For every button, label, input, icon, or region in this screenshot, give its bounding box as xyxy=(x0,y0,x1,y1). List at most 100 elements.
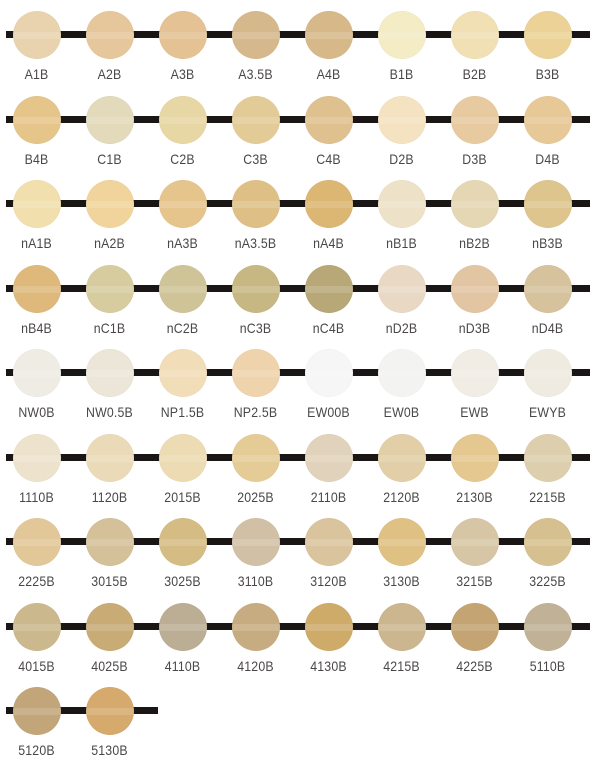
shade-circle xyxy=(159,180,207,228)
shade-label: C2B xyxy=(170,150,195,167)
shade-circle xyxy=(86,264,134,313)
shade-label: D2B xyxy=(389,150,414,167)
shade-circle xyxy=(305,11,353,59)
shade-swatch: 3110B xyxy=(219,507,292,591)
shade-label: NW0.5B xyxy=(86,404,133,420)
shade-swatch: nA3.5B xyxy=(219,169,292,253)
shade-label: NP1.5B xyxy=(160,404,205,420)
shade-circle xyxy=(13,687,61,735)
shade-swatch: 4025B xyxy=(73,592,146,676)
shade-label: C1B xyxy=(97,150,122,167)
shade-label: nC3B xyxy=(239,319,272,336)
shade-label: 2225B xyxy=(18,573,55,589)
shade-label: 4130B xyxy=(310,657,347,674)
shade-circle xyxy=(524,264,572,313)
shade-circle xyxy=(159,518,207,566)
shade-label: nA1B xyxy=(21,235,52,251)
shade-swatch: C4B xyxy=(292,85,365,169)
shade-label: 4215B xyxy=(383,657,420,674)
shade-swatch: nA1B xyxy=(0,169,73,253)
shade-swatch: EW00B xyxy=(292,338,365,422)
shade-label: EW0B xyxy=(383,404,420,420)
shade-swatch: 4110B xyxy=(146,592,219,676)
shade-circle xyxy=(86,602,134,651)
shade-swatch: nC3B xyxy=(219,254,292,338)
shade-swatch: B3B xyxy=(511,0,584,84)
shade-label: nA3B xyxy=(167,235,198,251)
shade-label: 3215B xyxy=(456,573,493,589)
shade-label: 3015B xyxy=(91,573,128,589)
shade-swatch: A4B xyxy=(292,0,365,84)
shade-circle xyxy=(305,264,353,313)
shade-label: 3120B xyxy=(310,573,347,589)
shade-circle xyxy=(378,11,426,59)
shade-swatch: C3B xyxy=(219,85,292,169)
shade-swatch: nB1B xyxy=(365,169,438,253)
shade-circle xyxy=(378,433,426,482)
shade-swatch: nB2B xyxy=(438,169,511,253)
shade-swatch: nC1B xyxy=(73,254,146,338)
shade-label: nD4B xyxy=(531,319,564,336)
shade-circle xyxy=(13,602,61,651)
shade-swatch: 1110B xyxy=(0,423,73,507)
row-bar xyxy=(6,31,590,38)
shade-label: C4B xyxy=(316,150,341,167)
shade-swatch: nB3B xyxy=(511,169,584,253)
shade-label: nC2B xyxy=(166,319,199,336)
shade-label: D3B xyxy=(462,150,487,167)
shade-label: nC4B xyxy=(312,319,345,336)
shade-swatch: A3.5B xyxy=(219,0,292,84)
shade-swatch: 2130B xyxy=(438,423,511,507)
shade-swatch: 2025B xyxy=(219,423,292,507)
shade-swatch: 2225B xyxy=(0,507,73,591)
shade-circle xyxy=(451,11,499,59)
shade-swatch: nA3B xyxy=(146,169,219,253)
shade-label: NP2.5B xyxy=(233,404,278,420)
shade-label: nD3B xyxy=(458,319,491,336)
shade-circle xyxy=(159,11,207,59)
shade-circle xyxy=(451,180,499,228)
shade-label: 3225B xyxy=(529,573,566,589)
shade-swatch: 1120B xyxy=(73,423,146,507)
shade-circle xyxy=(86,518,134,566)
shade-circle xyxy=(13,180,61,228)
shade-circle xyxy=(159,349,207,397)
shade-swatch: nA2B xyxy=(73,169,146,253)
shade-circle xyxy=(159,95,207,144)
shade-label: 4225B xyxy=(456,657,493,674)
shade-row: nB4B nC1B nC2B nC3B nC4B nD2B nD3B nD4B xyxy=(0,254,596,338)
shade-circle xyxy=(232,433,280,482)
shade-circle xyxy=(232,518,280,566)
shade-label: 2110B xyxy=(310,488,347,505)
shade-circle xyxy=(159,264,207,313)
shade-row: NW0B NW0.5B NP1.5B NP2.5B EW00B EW0B EWB EWYB xyxy=(0,338,596,422)
shade-circle xyxy=(524,602,572,651)
shade-circle xyxy=(378,264,426,313)
shade-label: B4B xyxy=(24,150,49,167)
shade-circle xyxy=(451,602,499,651)
shade-swatch: 5110B xyxy=(511,592,584,676)
shade-label: 5120B xyxy=(18,742,55,758)
shade-swatch: 4120B xyxy=(219,592,292,676)
shade-swatch: 3025B xyxy=(146,507,219,591)
shade-label: C3B xyxy=(243,150,268,167)
shade-swatch: 2215B xyxy=(511,423,584,507)
shade-circle xyxy=(305,602,353,651)
shade-circle xyxy=(524,349,572,397)
shade-label: 3130B xyxy=(383,573,420,589)
shade-swatch: 3120B xyxy=(292,507,365,591)
shade-label: 4025B xyxy=(91,657,128,674)
shade-swatch: 4215B xyxy=(365,592,438,676)
shade-label: 2025B xyxy=(237,488,274,505)
shade-label: A3B xyxy=(170,66,195,82)
shade-swatch: A3B xyxy=(146,0,219,84)
shade-label: 3110B xyxy=(237,573,274,589)
shade-circle xyxy=(305,180,353,228)
shade-circle xyxy=(232,11,280,59)
shade-circle xyxy=(86,180,134,228)
shade-swatch: A2B xyxy=(73,0,146,84)
shade-circle xyxy=(13,433,61,482)
shade-label: nB1B xyxy=(386,235,417,251)
shade-circle xyxy=(13,264,61,313)
shade-circle xyxy=(378,602,426,651)
